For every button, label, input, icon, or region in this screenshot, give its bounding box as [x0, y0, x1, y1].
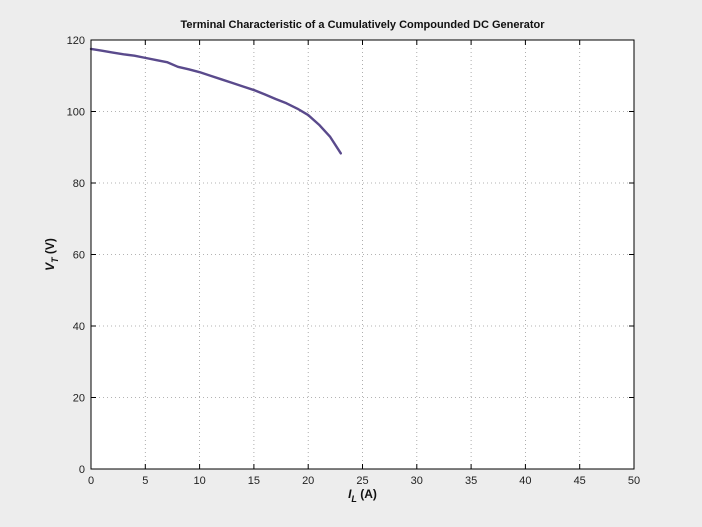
- y-axis-label: VT (V): [43, 238, 60, 271]
- y-tick-label: 100: [67, 107, 85, 119]
- x-tick-label: 50: [628, 475, 640, 487]
- y-tick-label: 0: [79, 464, 85, 476]
- x-axis-label-subscript: L: [351, 494, 357, 504]
- y-tick-label: 120: [67, 35, 85, 47]
- y-axis-label-subscript: T: [50, 256, 60, 263]
- y-tick-label: 60: [73, 250, 85, 262]
- x-tick-label: 40: [519, 475, 531, 487]
- x-tick-label: 0: [88, 475, 94, 487]
- series-line-terminal-voltage: [89, 47, 342, 155]
- y-axis-label-main: V: [43, 262, 57, 271]
- x-tick-label: 35: [465, 475, 477, 487]
- x-tick-label: 25: [356, 475, 368, 487]
- y-tick-label: 20: [73, 393, 85, 405]
- series-layer: [89, 47, 342, 155]
- x-tick-label: 45: [574, 475, 586, 487]
- grid-lines: [91, 40, 634, 469]
- x-axis-label-unit: (A): [357, 487, 377, 501]
- chart-title: Terminal Characteristic of a Cumulativel…: [180, 19, 545, 31]
- x-tick-label: 30: [411, 475, 423, 487]
- x-axis-label: IL (A): [348, 487, 377, 504]
- x-tick-label: 5: [142, 475, 148, 487]
- y-tick-label: 80: [73, 178, 85, 190]
- y-axis-label-unit: (V): [43, 238, 57, 257]
- x-axis-label-main: I: [348, 487, 352, 501]
- x-tick-label: 15: [248, 475, 260, 487]
- y-tick-label: 40: [73, 321, 85, 333]
- x-tick-label: 10: [193, 475, 205, 487]
- axis-ticks: 0 5 10 15 20 25 30 35 40 45 50 0 20 40 60 80 100 120: [67, 35, 640, 487]
- x-tick-label: 20: [302, 475, 314, 487]
